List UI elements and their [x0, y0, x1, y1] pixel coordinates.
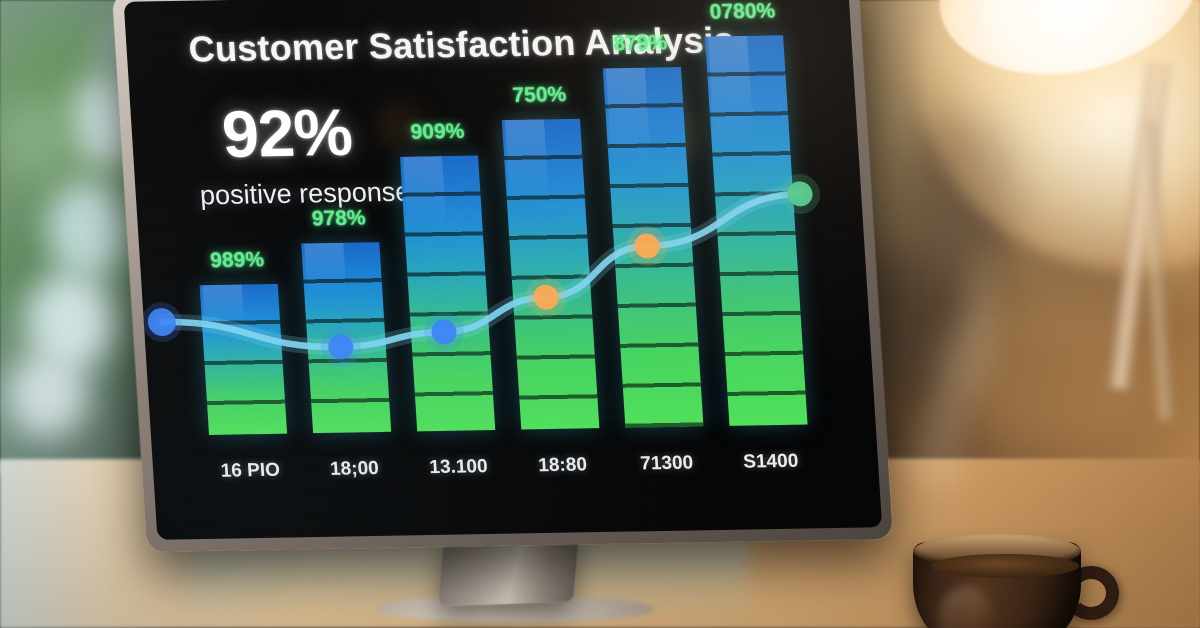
data-point-marker[interactable]: [327, 334, 354, 360]
mug-highlight: [939, 586, 993, 628]
trend-line-overlay: [141, 173, 821, 367]
monitor-screen[interactable]: Customer Satisfaction Analysis 92% posit…: [123, 0, 883, 540]
mug-rim: [913, 534, 1081, 578]
steam: [900, 380, 980, 510]
data-point-marker[interactable]: [147, 308, 177, 337]
data-point-marker[interactable]: [533, 284, 560, 310]
trend-line-path[interactable]: [154, 190, 809, 351]
data-point-marker[interactable]: [787, 181, 814, 207]
coffee-surface: [931, 554, 1079, 578]
coffee-mug: [905, 520, 1135, 628]
plot-area: 989% 16 PIO 978% 18;00 909% 13.100 750% 18:80 87…: [124, 0, 882, 540]
data-point-marker[interactable]: [634, 233, 661, 259]
steam: [950, 240, 1010, 410]
bokeh-highlight: [46, 182, 132, 278]
bokeh-highlight: [0, 96, 70, 176]
data-point-marker[interactable]: [431, 319, 458, 345]
dashboard-chart: Customer Satisfaction Analysis 92% posit…: [124, 0, 882, 540]
monitor-bezel: Customer Satisfaction Analysis 92% posit…: [112, 0, 893, 552]
screen-content: Customer Satisfaction Analysis 92% posit…: [124, 0, 882, 540]
steam: [920, 300, 990, 450]
bokeh-highlight: [6, 352, 88, 438]
trend-line-glow: [153, 185, 809, 355]
